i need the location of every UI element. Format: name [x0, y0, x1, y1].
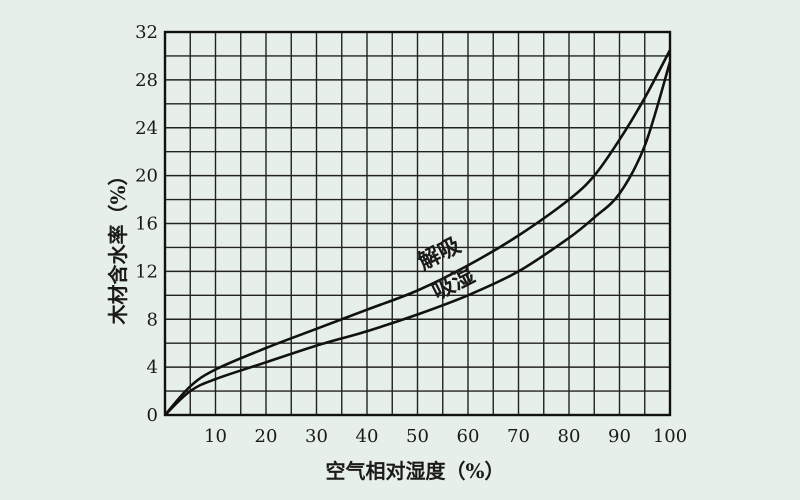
x-tick-label: 60: [457, 426, 480, 447]
x-tick-label: 100: [653, 426, 687, 447]
x-tick-label: 30: [305, 426, 328, 447]
plot-frame: [163, 30, 672, 417]
x-tick-label: 80: [558, 426, 581, 447]
y-tick-label: 16: [135, 214, 158, 235]
series-layer: [164, 49, 672, 416]
y-tick-label: 8: [147, 309, 158, 330]
x-tick-label: 70: [507, 426, 530, 447]
series-line-adsorption: [164, 61, 672, 416]
y-tick-label: 20: [135, 166, 158, 187]
x-tick-label: 10: [204, 426, 227, 447]
y-tick-label: 0: [147, 405, 158, 426]
y-tick-label: 28: [135, 70, 158, 91]
y-tick-label: 32: [135, 22, 158, 43]
y-axis-title: 木材含水率（%）: [106, 165, 130, 325]
x-tick-label: 20: [255, 426, 278, 447]
series-line-desorption: [164, 49, 672, 416]
x-tick-label: 40: [356, 426, 379, 447]
grid: [163, 30, 672, 417]
y-tick-label: 24: [135, 118, 158, 139]
x-tick-label: 90: [608, 426, 631, 447]
tick-labels: 10 20 30 40 50 60 70 80 90 100 0 4 8 12 16 20 24 28 32: [135, 22, 687, 447]
y-tick-label: 12: [135, 261, 158, 282]
x-tick-label: 50: [406, 426, 429, 447]
x-axis-title: 空气相对湿度（%）: [325, 459, 504, 483]
y-tick-label: 4: [147, 357, 158, 378]
